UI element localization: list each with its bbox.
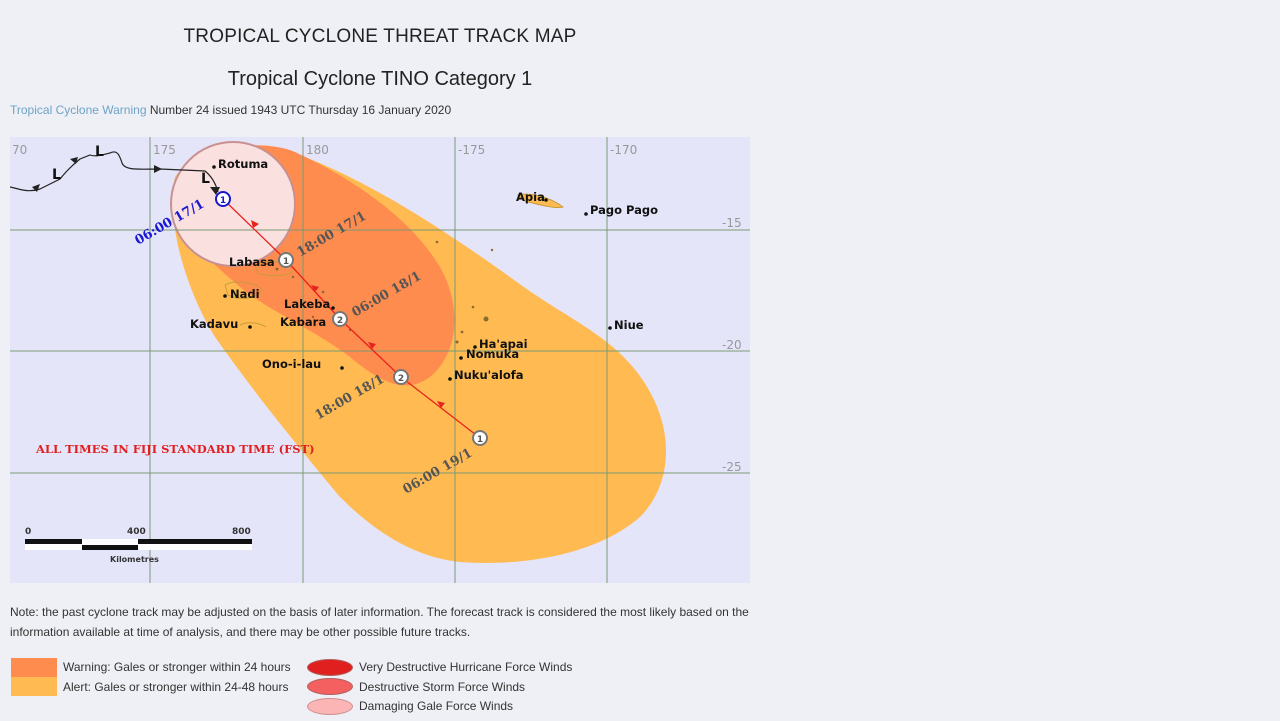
current-position-marker: 1 bbox=[215, 191, 231, 207]
legend-swatch-storm-winds bbox=[307, 678, 353, 695]
svg-text:175: 175 bbox=[153, 143, 176, 157]
past-track bbox=[10, 151, 219, 193]
svg-text:Nuku'alofa: Nuku'alofa bbox=[454, 368, 524, 382]
svg-text:L: L bbox=[95, 144, 104, 160]
threat-track-map: 70 175 180 -175 -170 -15 -20 -25 L L L bbox=[10, 137, 750, 583]
svg-text:Kilometres: Kilometres bbox=[110, 555, 159, 564]
map-canvas: 70 175 180 -175 -170 -15 -20 -25 L L L bbox=[10, 137, 750, 583]
svg-text:Kadavu: Kadavu bbox=[190, 317, 238, 331]
legend-swatch-warning bbox=[11, 658, 57, 677]
low-markers: L L L bbox=[52, 144, 210, 187]
svg-text:Kabara: Kabara bbox=[280, 315, 326, 329]
svg-text:1: 1 bbox=[220, 196, 226, 206]
svg-text:0: 0 bbox=[25, 527, 31, 537]
svg-text:2: 2 bbox=[398, 374, 404, 384]
svg-text:800: 800 bbox=[232, 527, 251, 537]
svg-text:1: 1 bbox=[283, 257, 289, 267]
legend-swatch-hurricane-winds bbox=[307, 659, 353, 676]
cyclone-name-heading: Tropical Cyclone TINO Category 1 bbox=[227, 68, 533, 90]
svg-text:-170: -170 bbox=[610, 143, 637, 157]
svg-text:L: L bbox=[52, 167, 61, 183]
time-zone-note: ALL TIMES IN FIJI STANDARD TIME (FST) bbox=[35, 442, 315, 456]
graticule bbox=[10, 137, 750, 583]
svg-text:Rotuma: Rotuma bbox=[218, 157, 268, 171]
svg-text:Nadi: Nadi bbox=[230, 287, 260, 301]
svg-text:Pago Pago: Pago Pago bbox=[590, 203, 658, 217]
svg-text:L: L bbox=[201, 171, 210, 187]
scale-bar: 0 400 800 Kilometres bbox=[25, 527, 252, 564]
svg-text:2: 2 bbox=[337, 316, 343, 326]
legend-label-warning: Warning: Gales or stronger within 24 hou… bbox=[63, 660, 291, 674]
svg-text:-20: -20 bbox=[722, 338, 742, 352]
legend-swatch-alert bbox=[11, 677, 57, 696]
gale-force-wind-circle bbox=[170, 141, 296, 267]
forecast-marker-3: 2 bbox=[393, 369, 409, 385]
forecast-marker-4: 1 bbox=[472, 430, 488, 446]
svg-text:Nomuka: Nomuka bbox=[466, 347, 519, 361]
svg-text:Lakeba: Lakeba bbox=[284, 297, 330, 311]
svg-text:1: 1 bbox=[477, 435, 483, 445]
tropical-cyclone-warning-link[interactable]: Tropical Cyclone Warning bbox=[10, 103, 147, 117]
track-disclaimer-note: Note: the past cyclone track may be adju… bbox=[10, 605, 749, 639]
svg-text:70: 70 bbox=[12, 143, 27, 157]
svg-text:Ono-i-lau: Ono-i-lau bbox=[262, 357, 321, 371]
forecast-marker-2: 2 bbox=[332, 311, 348, 327]
svg-text:Niue: Niue bbox=[614, 318, 644, 332]
svg-text:180: 180 bbox=[306, 143, 329, 157]
warning-details: Number 24 issued 1943 UTC Thursday 16 Ja… bbox=[146, 103, 452, 117]
past-track-arrows bbox=[32, 157, 220, 195]
page-title: TROPICAL CYCLONE THREAT TRACK MAP bbox=[183, 26, 577, 47]
legend-label-alert: Alert: Gales or stronger within 24-48 ho… bbox=[63, 680, 289, 694]
forecast-track-arrows bbox=[251, 220, 445, 408]
forecast-marker-1: 1 bbox=[278, 252, 294, 268]
svg-text:Labasa: Labasa bbox=[229, 255, 275, 269]
svg-text:400: 400 bbox=[127, 527, 146, 537]
svg-text:-15: -15 bbox=[722, 216, 742, 230]
svg-text:Apia: Apia bbox=[516, 190, 545, 204]
warning-info: Tropical Cyclone Warning Number 24 issue… bbox=[10, 103, 451, 117]
svg-text:-25: -25 bbox=[722, 460, 742, 474]
legend-label-storm-winds: Destructive Storm Force Winds bbox=[359, 680, 526, 694]
legend-label-gale-winds: Damaging Gale Force Winds bbox=[359, 699, 514, 713]
place-labels: Rotuma Apia Pago Pago Labasa Nadi Kadavu… bbox=[190, 157, 658, 382]
grid-labels: 70 175 180 -175 -170 -15 -20 -25 bbox=[12, 143, 742, 474]
legend-label-hurricane-winds: Very Destructive Hurricane Force Winds bbox=[359, 660, 573, 674]
legend-swatch-gale-winds bbox=[307, 698, 353, 715]
svg-text:-175: -175 bbox=[458, 143, 485, 157]
svg-text:Ha'apai: Ha'apai bbox=[479, 337, 528, 351]
